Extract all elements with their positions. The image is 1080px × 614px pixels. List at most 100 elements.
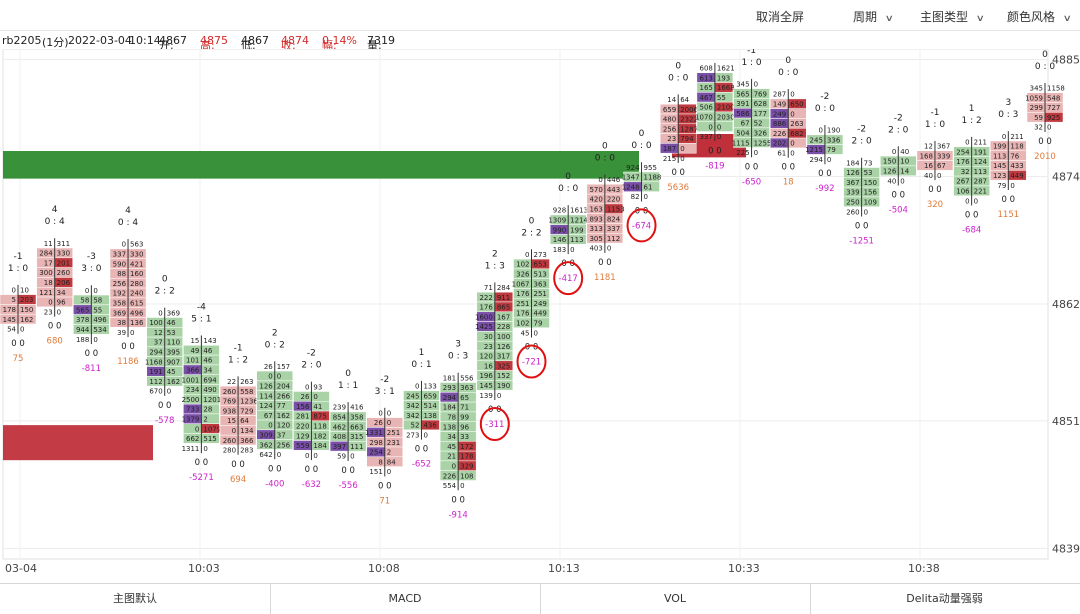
footprint-ask-volume: 118	[313, 422, 326, 430]
footprint-ask-volume: 52	[754, 120, 763, 128]
high-value: 高: 4875	[200, 34, 228, 52]
footprint-bid-volume: 590	[113, 260, 126, 268]
candle-delta-value: 18	[783, 178, 794, 188]
footprint-ask-volume: 443	[607, 186, 620, 194]
footprint-ask-volume: 2006	[680, 106, 698, 114]
candle-imbalance-ratio: 0 : 0	[1035, 62, 1055, 72]
footprint-ask-volume: 663	[350, 423, 363, 431]
footprint-bid-volume: 183	[553, 246, 566, 254]
footprint-ask-volume: 337	[607, 225, 620, 233]
footprint-bid-volume: 420	[589, 196, 602, 204]
footprint-bid-volume: 990	[553, 226, 566, 234]
candle-top-delta: -2	[857, 125, 866, 135]
candle-imbalance-ratio: 5 : 1	[191, 315, 211, 325]
footprint-bid-volume: 226	[773, 130, 787, 138]
footprint-bid-volume: 0	[85, 287, 89, 295]
footprint-ask-volume: 157	[277, 363, 290, 371]
footprint-bid-volume: 267	[956, 178, 969, 186]
footprint-bid-volume: 234	[186, 386, 200, 394]
footprint-ask-volume: 363	[460, 384, 473, 392]
footprint-ask-volume: 45	[167, 368, 176, 376]
color-style-label: 颜色风格	[1007, 10, 1056, 24]
footprint-bid-volume: 215	[663, 155, 676, 163]
color-style-dropdown[interactable]: 颜色风格 ∨	[1007, 8, 1072, 25]
candle-delta-value: -417	[559, 274, 578, 284]
volume-value: 量: 7319	[367, 34, 395, 52]
candle-imbalance-ratio: 2 : 2	[155, 287, 175, 297]
footprint-bid-volume: 0	[818, 127, 822, 135]
footprint-bid-volume: 139	[479, 392, 492, 400]
candle-imbalance-ratio: 0 : 0	[778, 68, 798, 78]
footprint-bid-volume: 298	[369, 439, 382, 447]
candle-zero-label: 0 0	[745, 162, 759, 172]
candle-top-delta: 2	[272, 328, 278, 338]
period-dropdown[interactable]: 周期 ∨	[853, 8, 894, 25]
candle-imbalance-ratio: 1 : 2	[228, 355, 248, 365]
footprint-bid-volume: 78	[447, 414, 456, 422]
footprint-ask-volume: 34	[203, 367, 212, 375]
footprint-ask-volume: 263	[240, 378, 253, 386]
footprint-bid-volume: 61	[777, 149, 786, 157]
footprint-ask-volume: 369	[167, 309, 180, 317]
footprint-bid-volume: 0	[598, 176, 602, 184]
footprint-bid-volume: 0	[268, 422, 272, 430]
footprint-chart[interactable]: 4839 4851 4862 4874 4885 03-04 10:03 10:08 10:13…	[0, 30, 1080, 581]
candle-imbalance-ratio: 3 : 0	[81, 264, 101, 274]
tab-vol[interactable]: VOL	[540, 584, 811, 614]
footprint-ask-volume: 2322	[680, 116, 698, 124]
footprint-ask-volume: 76	[1010, 152, 1019, 160]
candle-zero-label: 0 0	[85, 349, 99, 359]
indicator-tab-bar: 主图默认 MACD VOL Delita动量强弱	[0, 583, 1080, 614]
candle-imbalance-ratio: 0 : 3	[448, 352, 468, 362]
footprint-bid-volume: 199	[993, 143, 1006, 151]
footprint-bid-volume: 403	[589, 245, 602, 253]
x-tick-label: 10:38	[908, 562, 940, 575]
footprint-bid-volume: 408	[333, 433, 346, 441]
footprint-bid-volume: 126	[259, 382, 273, 390]
footprint-bid-volume: 156	[296, 403, 310, 411]
footprint-ask-volume: 0	[754, 80, 758, 88]
candle-zero-label: 0 0	[525, 342, 539, 352]
candle-zero-label: 0 0	[268, 464, 282, 474]
exit-fullscreen-button[interactable]: 取消全屏	[756, 10, 805, 24]
candle-zero-label: 0 0	[818, 169, 832, 179]
tab-delta-momentum[interactable]: Delita动量强弱	[906, 592, 983, 605]
footprint-ask-volume: 682	[790, 130, 803, 138]
footprint-ask-volume: 136	[130, 319, 144, 327]
footprint-ask-volume: 284	[497, 284, 511, 292]
candle-zero-label: 0 0	[341, 466, 355, 476]
footprint-bid-volume: 254	[956, 148, 970, 156]
footprint-bid-volume: 5	[12, 296, 16, 304]
candle-top-delta: 1	[969, 104, 975, 114]
candle-top-delta: 0	[602, 141, 608, 151]
candle-zero-label: 0 0	[635, 206, 649, 216]
footprint-bid-volume: 287	[773, 91, 786, 99]
footprint-ask-volume: 0	[827, 156, 831, 164]
main-chart-type-dropdown[interactable]: 主图类型 ∨	[920, 8, 985, 25]
footprint-ask-volume: 143	[203, 337, 216, 345]
footprint-ask-volume: 311	[57, 240, 70, 248]
footprint-ask-volume: 201	[57, 259, 70, 267]
footprint-bid-volume: 123	[993, 172, 1006, 180]
footprint-ask-volume: 925	[1047, 114, 1060, 122]
footprint-ask-volume: 0	[570, 246, 574, 254]
footprint-ask-volume: 65	[460, 394, 469, 402]
footprint-ask-volume: 330	[57, 250, 70, 258]
candle-top-delta: 0	[785, 56, 791, 66]
footprint-ask-volume: 0	[497, 392, 501, 400]
tab-main-default[interactable]: 主图默认	[0, 584, 271, 614]
footprint-ask-volume: 0	[387, 409, 391, 417]
footprint-ask-volume: 1613	[570, 207, 588, 215]
candle-imbalance-ratio: 2 : 0	[301, 361, 321, 371]
candle-delta-value: -674	[632, 221, 651, 231]
footprint-bid-volume: 49	[190, 347, 199, 355]
footprint-bid-volume: 0	[1002, 133, 1006, 141]
quote-info-bar: rb2205 (1分) 2022-03-04 10:14 开: 4867 高: 48…	[0, 30, 1080, 52]
footprint-ask-volume: 99	[460, 414, 469, 422]
tab-macd[interactable]: MACD	[270, 584, 541, 614]
footprint-bid-volume: 16	[484, 362, 493, 370]
footprint-bid-volume: 1379	[182, 416, 200, 424]
candle-zero-label: 0 0	[855, 222, 869, 232]
footprint-ask-volume: 64	[680, 96, 689, 104]
footprint-ask-volume: 73	[864, 159, 873, 167]
